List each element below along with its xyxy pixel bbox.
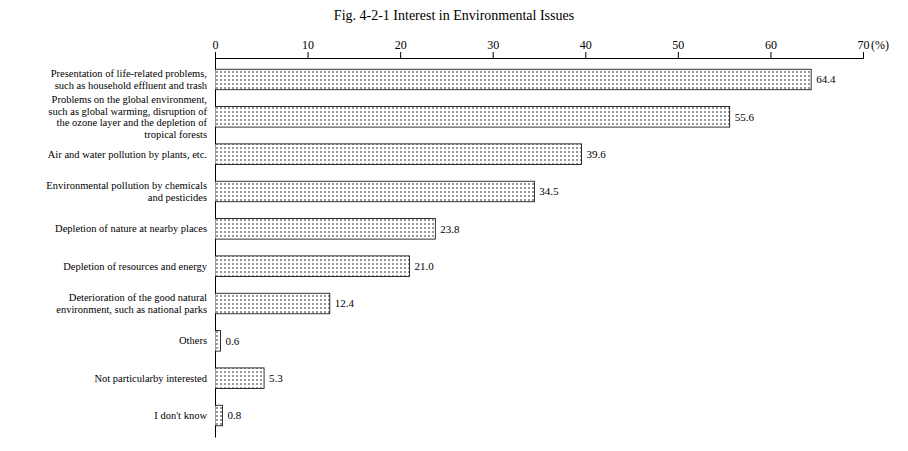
- x-tick: 70: [858, 38, 870, 58]
- x-tick-label: 50: [672, 38, 684, 52]
- title: Fig. 4-2-1 Interest in Environmental Iss…: [334, 8, 574, 23]
- x-tick-mark: [493, 52, 494, 58]
- x-tick: 20: [395, 38, 407, 58]
- data-label: 0.6: [226, 335, 240, 347]
- y-tick: Environmental pollution by chemicalsand …: [46, 180, 215, 203]
- x-axis-line: [216, 52, 864, 59]
- data-label: 23.8: [440, 223, 460, 235]
- x-tick: 60: [765, 38, 777, 58]
- y-tick: Depletion of resources and energy: [63, 261, 215, 272]
- data-label: 5.3: [269, 372, 283, 384]
- bars: [215, 69, 811, 426]
- x-tick: 10: [302, 38, 314, 58]
- y-tick: Depletion of nature at nearby places: [55, 223, 215, 234]
- bar: [215, 219, 435, 240]
- bar: [215, 293, 330, 314]
- bar: [215, 405, 222, 426]
- x-tick-label: 30: [487, 38, 499, 52]
- y-tick: Others: [179, 335, 215, 346]
- y-tick: Air and water pollution by plants, etc.: [48, 149, 215, 160]
- data-labels: 64.4 55.6 39.6 34.5 23.8 21.0 12.4 0.6 5.3 0.8: [226, 73, 836, 421]
- data-label: 21.0: [414, 260, 434, 272]
- bar: [215, 256, 409, 277]
- bar: [215, 368, 264, 389]
- y-axis: Presentation of life-related problems,su…: [46, 59, 215, 438]
- data-label: 0.8: [227, 409, 241, 421]
- bar: [215, 181, 534, 202]
- data-label: 34.5: [539, 185, 559, 197]
- data-label: 64.4: [816, 73, 836, 85]
- x-tick: 50: [672, 38, 684, 58]
- y-tick-label: Problems on the global environment,such …: [48, 94, 207, 140]
- y-tick-label: Environmental pollution by chemicalsand …: [46, 180, 207, 203]
- chart-svg: Fig. 4-2-1 Interest in Environmental Iss…: [0, 0, 908, 451]
- x-tick-mark: [215, 52, 216, 58]
- x-tick-mark: [308, 52, 309, 58]
- y-tick-label: Deterioration of the good naturalenviron…: [56, 292, 207, 315]
- x-tick-label: 60: [765, 38, 777, 52]
- y-tick-label: Others: [179, 335, 207, 346]
- data-label: 39.6: [587, 148, 607, 160]
- y-tick-label: Presentation of life-related problems,su…: [51, 68, 208, 91]
- y-tick: Presentation of life-related problems,su…: [51, 68, 215, 91]
- data-label: 12.4: [335, 297, 355, 309]
- plot: 0 10 20 30 40 50 60 70(%) Presentation of life-r…: [46, 38, 889, 438]
- y-tick: Not particularby interested: [94, 373, 215, 384]
- x-tick-label: 0: [213, 38, 219, 52]
- x-tick: 0: [213, 38, 219, 58]
- y-tick: Problems on the global environment,such …: [48, 94, 215, 140]
- x-tick-label: 70: [858, 38, 870, 52]
- y-tick-label: I don't know: [154, 410, 207, 421]
- y-tick: I don't know: [154, 410, 215, 421]
- y-tick: Deterioration of the good naturalenviron…: [56, 292, 215, 315]
- x-axis: 0 10 20 30 40 50 60 70: [213, 38, 870, 59]
- x-axis-label: (%): [871, 38, 889, 52]
- y-tick-label: Air and water pollution by plants, etc.: [48, 149, 207, 160]
- bar: [215, 331, 221, 352]
- x-tick-mark: [770, 52, 771, 58]
- x-tick-label: 40: [580, 38, 592, 52]
- y-tick-label: Depletion of nature at nearby places: [55, 223, 207, 234]
- x-tick-mark: [585, 52, 586, 58]
- x-tick: 30: [487, 38, 499, 58]
- x-tick-label: 20: [395, 38, 407, 52]
- bar: [215, 69, 811, 90]
- y-tick-label: Depletion of resources and energy: [63, 261, 208, 272]
- x-tick-label: 10: [302, 38, 314, 52]
- bar: [215, 107, 730, 128]
- bar: [215, 144, 582, 165]
- data-label: 55.6: [735, 111, 755, 123]
- x-tick: 40: [580, 38, 592, 58]
- y-tick-label: Not particularby interested: [94, 373, 207, 384]
- x-tick-mark: [863, 52, 864, 58]
- x-tick-mark: [678, 52, 679, 58]
- x-tick-mark: [400, 52, 401, 58]
